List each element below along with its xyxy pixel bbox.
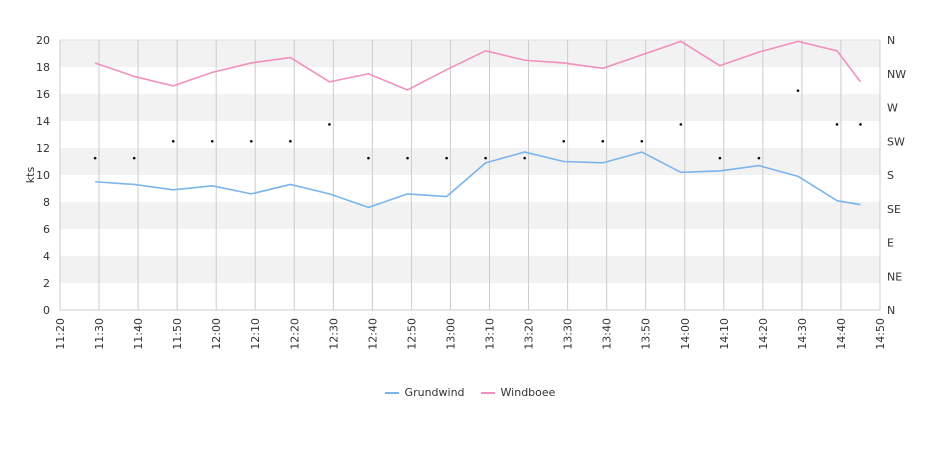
- x-tick-label: 14:20: [757, 318, 770, 350]
- direction-point: [171, 139, 175, 143]
- right-axis-label: S: [887, 169, 894, 182]
- x-tick-label: 11:20: [54, 318, 67, 350]
- right-axis-label: N: [887, 304, 895, 317]
- legend-swatch-windboee: [480, 391, 495, 394]
- y-tick-label: 4: [43, 250, 50, 263]
- direction-point: [367, 156, 370, 160]
- y-tick-label: 10: [36, 169, 50, 182]
- direction-point: [859, 123, 862, 126]
- right-axis-label: NE: [887, 270, 902, 283]
- y-tick-label: 20: [36, 34, 50, 47]
- direction-point: [796, 89, 800, 92]
- right-axis-label: SE: [887, 203, 901, 216]
- x-tick-label: 11:40: [132, 318, 145, 350]
- legend-swatch-grundwind: [384, 391, 399, 394]
- grid-band: [60, 256, 880, 283]
- x-tick-label: 13:30: [562, 318, 575, 350]
- grid-band: [60, 40, 880, 67]
- x-tick-label: 12:40: [366, 318, 379, 350]
- right-axis-label: SW: [887, 135, 905, 148]
- legend-label-grundwind: Grundwind: [404, 386, 465, 399]
- x-tick-label: 14:50: [874, 318, 887, 350]
- direction-point: [679, 123, 683, 126]
- direction-point: [406, 156, 409, 160]
- x-tick-label: 12:50: [405, 318, 418, 350]
- direction-point: [757, 156, 761, 160]
- x-tick-label: 13:50: [640, 318, 653, 350]
- y-tick-label: 8: [43, 196, 50, 209]
- x-tick-label: 14:00: [679, 318, 692, 350]
- right-axis-label: N: [887, 34, 895, 47]
- x-tick-label: 12:00: [210, 318, 223, 350]
- right-axis-label: E: [887, 237, 894, 250]
- x-tick-label: 12:10: [249, 318, 262, 350]
- legend-item-windboee[interactable]: Windboee: [480, 386, 556, 399]
- series-line-windboee: [94, 40, 862, 91]
- grid-band: [60, 148, 880, 175]
- direction-point: [210, 139, 214, 143]
- direction-point: [93, 156, 97, 160]
- grid-band: [60, 202, 880, 229]
- direction-point: [132, 156, 136, 160]
- direction-point: [328, 123, 331, 126]
- y-tick-label: 2: [43, 277, 50, 290]
- legend-item-grundwind[interactable]: Grundwind: [384, 386, 465, 399]
- direction-point: [718, 156, 722, 160]
- direction-point: [562, 139, 566, 143]
- direction-point: [289, 139, 292, 143]
- x-tick-label: 12:30: [327, 318, 340, 350]
- direction-point: [445, 156, 448, 160]
- direction-point: [640, 139, 644, 143]
- x-tick-label: 13:40: [601, 318, 614, 350]
- direction-point: [835, 123, 839, 126]
- x-tick-label: 12:20: [288, 318, 301, 350]
- y-tick-label: 0: [43, 304, 50, 317]
- x-tick-label: 14:30: [796, 318, 809, 350]
- x-tick-label: 13:10: [484, 318, 497, 350]
- legend-label-windboee: Windboee: [500, 386, 556, 399]
- right-axis-label: NW: [887, 68, 906, 81]
- x-tick-label: 14:10: [718, 318, 731, 350]
- direction-point: [601, 139, 605, 143]
- direction-point: [523, 156, 526, 160]
- x-tick-label: 14:40: [835, 318, 848, 350]
- y-tick-label: 18: [36, 61, 50, 74]
- right-axis-label: W: [887, 102, 898, 115]
- grid-band: [60, 94, 880, 121]
- y-tick-label: 14: [36, 115, 50, 128]
- x-tick-label: 11:30: [93, 318, 106, 350]
- y-axis-title: kts: [24, 167, 37, 184]
- direction-point: [250, 139, 253, 143]
- series-line-grundwind: [95, 151, 861, 209]
- y-tick-label: 12: [36, 142, 50, 155]
- y-tick-label: 16: [36, 88, 50, 101]
- direction-point: [484, 156, 487, 160]
- legend: Grundwind Windboee: [0, 386, 940, 399]
- x-tick-label: 13:00: [444, 318, 457, 350]
- x-tick-label: 11:50: [171, 318, 184, 350]
- x-tick-label: 13:20: [523, 318, 536, 350]
- y-tick-label: 6: [43, 223, 50, 236]
